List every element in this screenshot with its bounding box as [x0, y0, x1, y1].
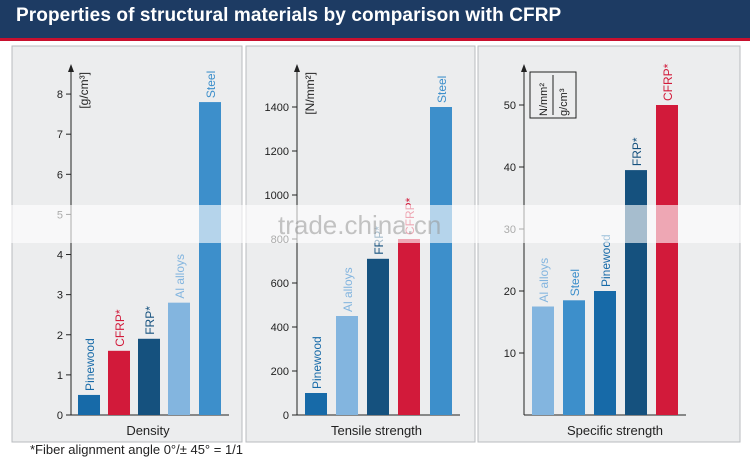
y-tick-label: 10: [504, 348, 516, 360]
bar: [398, 239, 420, 415]
x-axis-label: Specific strength: [567, 423, 663, 438]
bar-label: CFRP*: [113, 309, 127, 347]
unit-bracket: [529, 71, 577, 119]
bar-label: Pinewood: [599, 234, 613, 287]
y-tick-label: 400: [271, 322, 289, 334]
y-tick-label: 20: [504, 286, 516, 298]
footnote: *Fiber alignment angle 0°/± 45° = 1/1: [30, 442, 244, 457]
bar: [594, 291, 616, 415]
y-tick-label: 0: [283, 410, 289, 422]
watermark-band: trade.china.cn: [0, 205, 750, 243]
y-axis-arrow: [68, 64, 74, 72]
y-unit-label: [N/mm²]: [303, 72, 317, 115]
bar: [367, 258, 389, 415]
bar-label: Steel: [568, 269, 582, 296]
bar-label: FRP*: [630, 137, 644, 166]
bar: [656, 105, 678, 415]
bar: [305, 393, 327, 415]
y-tick-label: 8: [57, 89, 63, 101]
bar-label: Pinewood: [310, 336, 324, 389]
bar: [108, 350, 130, 415]
y-tick-label: 4: [57, 250, 63, 262]
y-unit-denominator: g/cm³: [558, 88, 570, 116]
bar-label: Al alloys: [341, 267, 355, 312]
header-accent-rule: [0, 38, 750, 41]
x-axis-label: Tensile strength: [331, 423, 422, 438]
y-axis-arrow: [521, 64, 527, 72]
bar-label: Al alloys: [537, 258, 551, 303]
bar: [563, 300, 585, 415]
y-tick-label: 200: [271, 366, 289, 378]
bar-label: Steel: [435, 76, 449, 103]
bar-label: Pinewood: [83, 338, 97, 391]
y-tick-label: 2: [57, 330, 63, 342]
y-unit-label: [g/cm³]: [77, 72, 91, 109]
y-tick-label: 1: [57, 370, 63, 382]
x-axis-label: Density: [126, 423, 170, 438]
bar-label: Al alloys: [173, 254, 187, 299]
y-tick-label: 40: [504, 162, 516, 174]
header-bar: Properties of structural materials by co…: [0, 0, 750, 38]
bar: [78, 394, 100, 415]
y-tick-label: 6: [57, 169, 63, 181]
y-tick-label: 3: [57, 290, 63, 302]
y-tick-label: 7: [57, 129, 63, 141]
y-unit-numerator: N/mm²: [538, 83, 550, 116]
y-tick-label: 0: [57, 410, 63, 422]
figure-title: Properties of structural materials by co…: [16, 5, 562, 26]
bar: [336, 316, 358, 415]
watermark-text: trade.china.cn: [278, 210, 442, 240]
y-tick-label: 1400: [265, 102, 289, 114]
bar: [532, 306, 554, 415]
bar-label: Steel: [204, 71, 218, 98]
y-tick-label: 1000: [265, 190, 289, 202]
y-tick-label: 600: [271, 278, 289, 290]
bar: [199, 102, 221, 416]
y-tick-label: 1200: [265, 146, 289, 158]
bar-label: FRP*: [143, 306, 157, 335]
bar: [138, 338, 160, 415]
y-axis-arrow: [294, 64, 300, 72]
bar: [168, 302, 190, 415]
y-tick-label: 50: [504, 100, 516, 112]
bar: [430, 107, 452, 415]
bar-label: CFRP*: [661, 63, 675, 101]
